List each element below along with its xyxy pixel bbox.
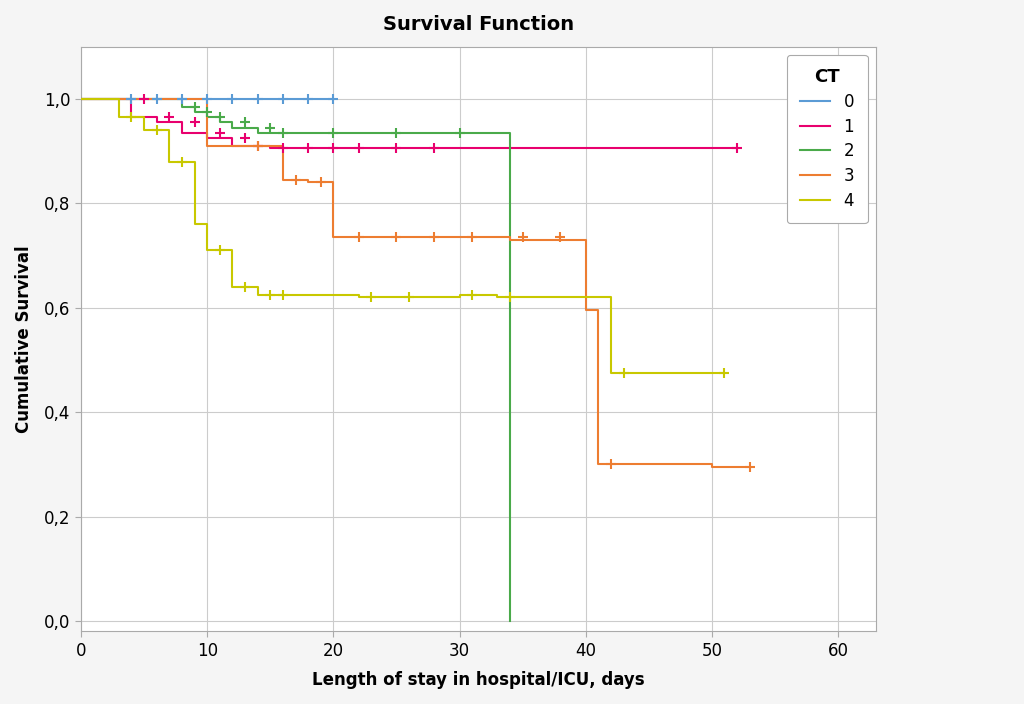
Y-axis label: Cumulative Survival: Cumulative Survival: [15, 245, 33, 433]
X-axis label: Length of stay in hospital/ICU, days: Length of stay in hospital/ICU, days: [312, 671, 645, 689]
Legend: 0, 1, 2, 3, 4: 0, 1, 2, 3, 4: [786, 55, 867, 223]
Title: Survival Function: Survival Function: [383, 15, 574, 34]
